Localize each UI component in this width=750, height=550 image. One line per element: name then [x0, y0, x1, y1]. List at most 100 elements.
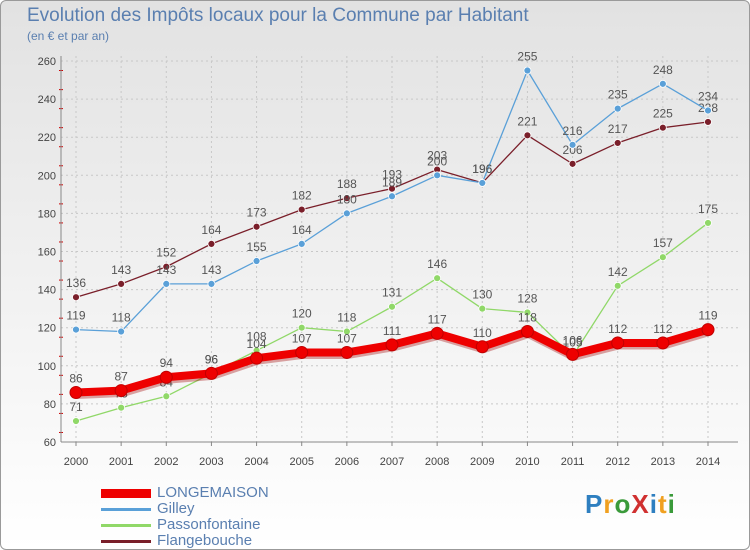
data-label-flangebouche: 196: [472, 162, 492, 176]
point-gilley: [658, 79, 667, 88]
point-longemaison: [475, 340, 489, 354]
point-gilley: [72, 325, 80, 334]
data-label-passonfontaine: 175: [698, 202, 718, 216]
x-tick-label: 2009: [470, 456, 494, 468]
x-tick-label: 2000: [64, 456, 88, 468]
x-tick-label: 2012: [605, 456, 629, 468]
data-label-longemaison: 94: [160, 356, 174, 370]
x-tick-label: 2010: [515, 456, 539, 468]
point-passonfontaine: [117, 403, 126, 412]
data-label-gilley: 248: [653, 63, 673, 77]
x-tick-label: 2013: [651, 456, 675, 468]
data-label-gilley: 143: [201, 263, 221, 277]
logo-letter: r: [603, 489, 615, 519]
point-longemaison: [250, 351, 264, 365]
data-label-longemaison: 112: [653, 322, 672, 336]
data-label-longemaison: 118: [518, 311, 537, 325]
point-passonfontaine: [388, 302, 396, 311]
data-label-gilley: 189: [382, 175, 402, 189]
data-label-gilley: 118: [112, 311, 131, 325]
data-label-flangebouche: 143: [111, 263, 131, 277]
x-tick-label: 2008: [425, 456, 449, 468]
point-flangebouche: [72, 293, 80, 302]
y-tick-label: 120: [38, 323, 56, 335]
point-longemaison: [295, 345, 309, 359]
y-tick-label: 220: [38, 132, 56, 144]
data-label-passonfontaine: 131: [382, 286, 402, 300]
data-label-gilley: 255: [517, 50, 537, 64]
data-label-passonfontaine: 120: [292, 307, 312, 321]
data-label-passonfontaine: 157: [653, 236, 673, 250]
point-flangebouche: [704, 118, 712, 126]
point-passonfontaine: [342, 327, 351, 336]
legend-item-gilley: Gilley: [101, 500, 361, 517]
data-label-gilley: 180: [337, 192, 357, 206]
data-label-longemaison: 119: [698, 309, 717, 323]
data-label-flangebouche: 206: [563, 143, 583, 157]
data-label-passonfontaine: 130: [472, 288, 492, 302]
point-gilley: [433, 171, 442, 180]
data-label-longemaison: 107: [337, 331, 357, 345]
point-passonfontaine: [613, 281, 622, 290]
point-longemaison: [159, 370, 173, 384]
point-gilley: [523, 66, 532, 75]
point-longemaison: [69, 385, 83, 399]
point-longemaison: [520, 325, 534, 339]
legend-swatch-gilley: [101, 508, 151, 511]
x-tick-label: 2003: [199, 456, 223, 468]
legend-item-longemaison: LONGEMAISON: [101, 484, 361, 501]
x-tick-label: 2006: [335, 456, 359, 468]
data-label-gilley: 216: [563, 124, 583, 138]
point-gilley: [388, 192, 396, 201]
point-flangebouche: [613, 139, 622, 147]
point-passonfontaine: [658, 253, 667, 262]
point-gilley: [297, 239, 306, 248]
data-label-longemaison: 96: [205, 352, 219, 366]
x-tick-label: 2004: [244, 456, 268, 468]
point-longemaison: [114, 384, 128, 398]
point-longemaison: [430, 326, 444, 340]
legend-label-gilley: Gilley: [157, 500, 195, 517]
data-label-passonfontaine: 105: [563, 335, 583, 349]
data-label-gilley: 196: [472, 162, 492, 176]
data-label-longemaison: 86: [69, 371, 83, 385]
point-flangebouche: [658, 123, 667, 132]
data-label-passonfontaine: 96: [205, 352, 219, 366]
data-label-passonfontaine: 146: [427, 257, 447, 271]
data-label-gilley: 164: [292, 223, 312, 237]
data-label-longemaison: 107: [292, 331, 312, 345]
point-flangebouche: [568, 159, 577, 168]
point-passonfontaine: [704, 219, 712, 227]
x-tick-label: 2002: [154, 456, 178, 468]
legend-swatch-passonfontaine: [101, 524, 151, 527]
legend-swatch-longemaison: [101, 489, 151, 498]
logo-letter: o: [614, 489, 632, 519]
data-label-passonfontaine: 128: [517, 291, 537, 305]
point-gilley: [117, 327, 126, 336]
data-label-gilley: 143: [156, 263, 176, 277]
y-tick-label: 140: [38, 285, 56, 297]
data-label-longemaison: 117: [428, 312, 447, 326]
data-label-flangebouche: 136: [66, 276, 86, 290]
point-flangebouche: [388, 184, 396, 193]
point-longemaison: [611, 336, 625, 350]
point-longemaison: [656, 336, 670, 350]
data-label-longemaison: 111: [383, 324, 402, 338]
point-flangebouche: [252, 222, 261, 231]
point-passonfontaine: [162, 392, 171, 401]
logo-letter: i: [649, 489, 658, 519]
y-tick-label: 80: [44, 399, 56, 411]
chart-title: Evolution des Impôts locaux pour la Comm…: [27, 5, 529, 26]
point-gilley: [207, 279, 216, 288]
legend-item-passonfontaine: Passonfontaine: [101, 516, 361, 533]
data-label-flangebouche: 193: [382, 168, 402, 182]
x-tick-label: 2007: [380, 456, 404, 468]
point-gilley: [252, 257, 261, 265]
data-label-flangebouche: 188: [337, 177, 357, 191]
data-label-gilley: 155: [247, 240, 267, 254]
data-label-flangebouche: 203: [427, 149, 447, 163]
point-flangebouche: [297, 205, 306, 214]
point-flangebouche: [342, 194, 351, 203]
